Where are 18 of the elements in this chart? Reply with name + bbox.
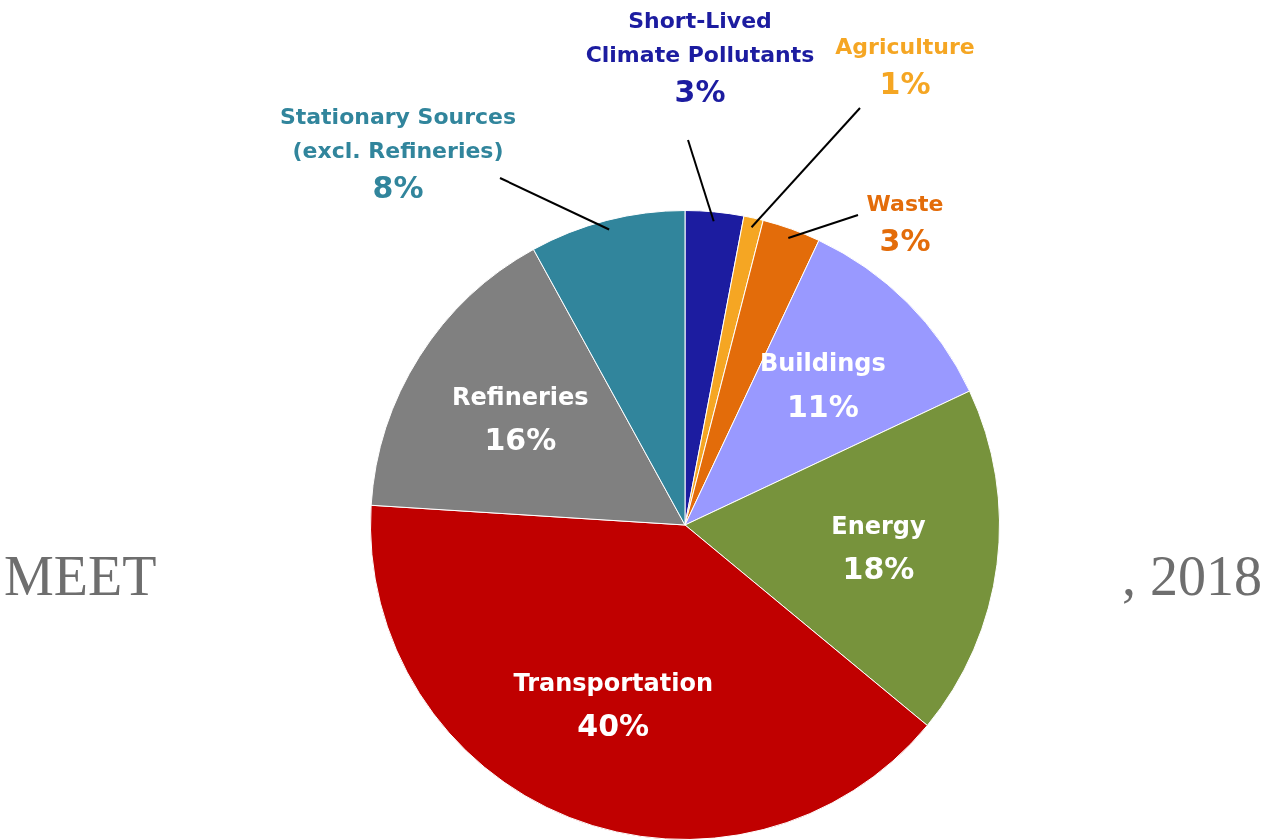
slice-label: Waste [866, 190, 944, 216]
slice-label: Energy [831, 511, 927, 540]
data-label: 18% [842, 551, 915, 587]
text: , 2018 [1122, 544, 1262, 607]
slice-label: Agriculture [835, 33, 975, 59]
slice-label: Short-Lived Climate Pollutants [585, 7, 815, 67]
data-label: 11% [786, 388, 859, 424]
slice-label: Refineries [452, 382, 589, 411]
slice-label: Stationary Sources (excl. Refineries) [279, 103, 517, 163]
slice-label: Buildings [759, 349, 886, 378]
data-label: 3% [879, 222, 931, 258]
data-label: 3% [674, 73, 726, 109]
data-label: 16% [484, 422, 557, 458]
text: MEET [4, 544, 157, 607]
data-label: 8% [372, 169, 424, 205]
data-label: 1% [879, 65, 931, 101]
data-label: 40% [577, 708, 650, 744]
slice-label: Transportation [513, 668, 714, 697]
